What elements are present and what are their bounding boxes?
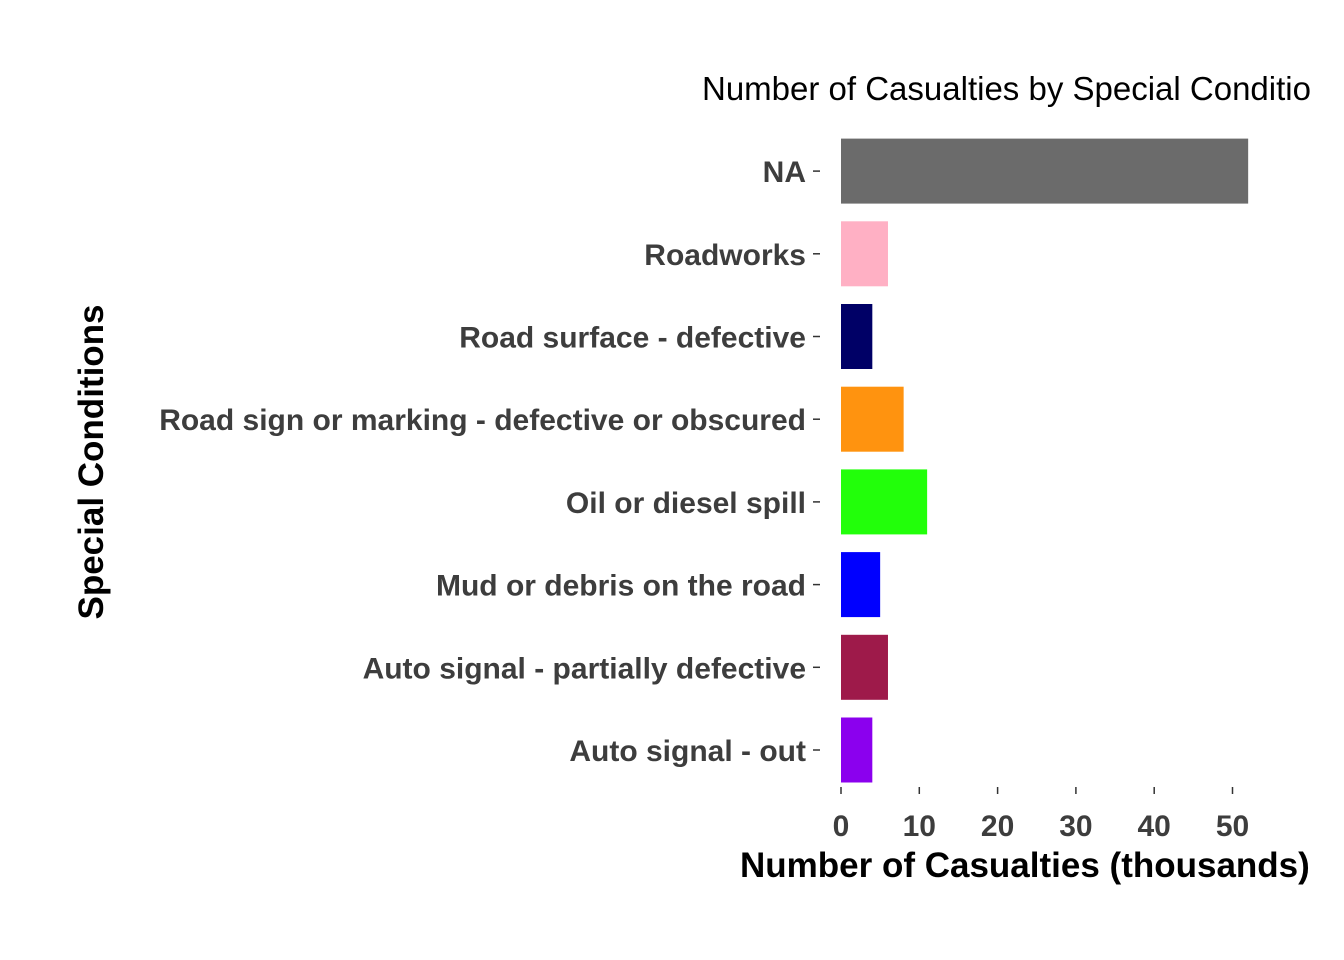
x-axis: 0 10 20 30 40 50 bbox=[833, 787, 1249, 843]
bar-oil-or-diesel-spill bbox=[841, 469, 928, 535]
x-tick-label-40: 40 bbox=[1138, 810, 1171, 843]
x-tick-label-10: 10 bbox=[903, 810, 936, 843]
bar-road-sign-or-marking-defective-or-obscured bbox=[841, 386, 904, 452]
bar-road-surface-defective bbox=[841, 304, 873, 369]
bars-layer bbox=[841, 138, 1249, 783]
y-tick-label-na: NA bbox=[763, 156, 806, 189]
y-axis: Auto signal - out Auto signal - partially… bbox=[159, 156, 820, 768]
y-tick-label-road-sign-or-marking-defective-or-obscured: Road sign or marking - defective or obsc… bbox=[159, 404, 806, 437]
bar-auto-signal-out bbox=[841, 717, 873, 783]
y-tick-label-auto-signal-partially-defective: Auto signal - partially defective bbox=[363, 652, 806, 685]
y-tick-label-oil-or-diesel-spill: Oil or diesel spill bbox=[566, 487, 806, 520]
y-tick-label-auto-signal-out: Auto signal - out bbox=[569, 735, 806, 768]
x-tick-label-0: 0 bbox=[833, 810, 850, 843]
x-tick-label-20: 20 bbox=[981, 810, 1014, 843]
y-tick-label-road-surface-defective: Road surface - defective bbox=[459, 322, 806, 355]
y-tick-label-roadworks: Roadworks bbox=[644, 239, 806, 272]
bar-roadworks bbox=[841, 221, 888, 287]
y-tick-label-mud-or-debris-on-the-road: Mud or debris on the road bbox=[436, 570, 806, 603]
x-tick-label-30: 30 bbox=[1059, 810, 1092, 843]
x-axis-title: Number of Casualties (thousands) bbox=[740, 846, 1310, 885]
bar-na bbox=[841, 138, 1249, 204]
x-tick-label-50: 50 bbox=[1216, 810, 1249, 843]
bar-mud-or-debris-on-the-road bbox=[841, 552, 881, 618]
y-axis-title: Special Conditions bbox=[72, 304, 111, 619]
chart-title: Number of Casualties by Special Conditio bbox=[702, 70, 1311, 107]
bar-auto-signal-partially-defective bbox=[841, 634, 888, 700]
